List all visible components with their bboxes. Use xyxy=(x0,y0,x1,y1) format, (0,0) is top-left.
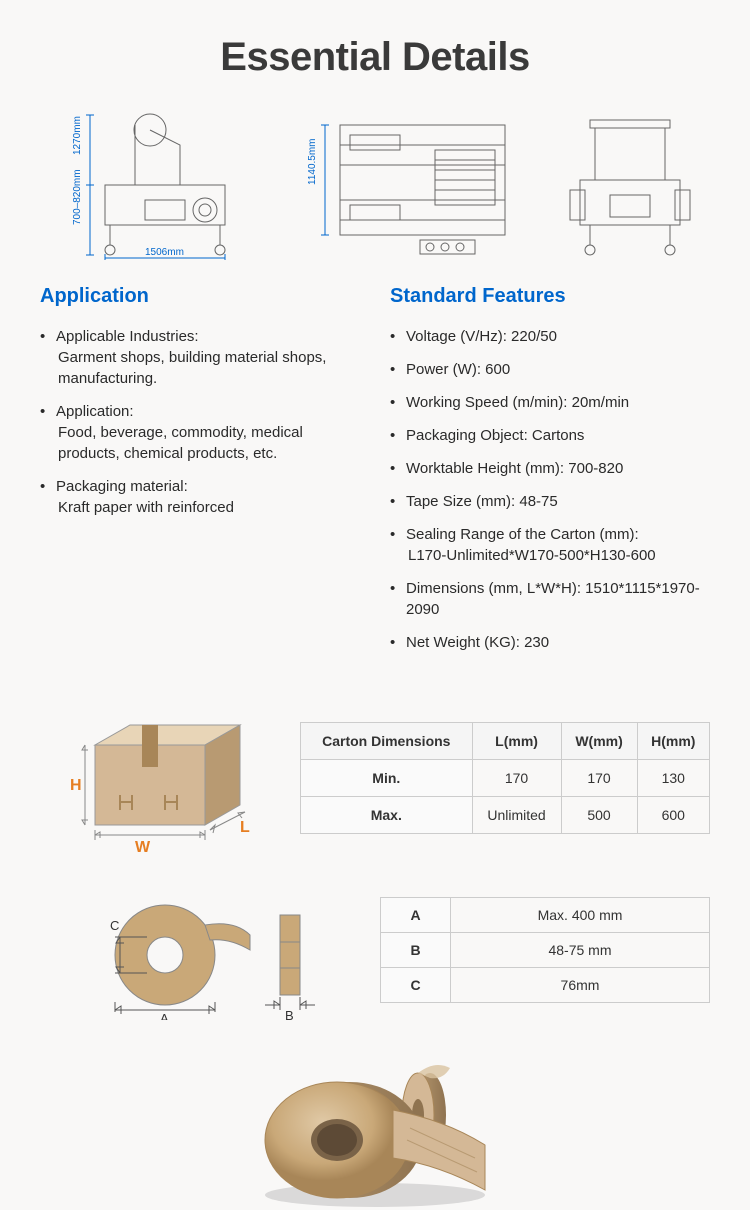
table-cell: 500 xyxy=(561,796,637,833)
item-value: Garment shops, building material shops, … xyxy=(56,347,360,389)
table-row: Carton Dimensions L(mm) W(mm) H(mm) xyxy=(301,722,710,759)
diagram-top-view: 1140.5mm xyxy=(290,110,520,260)
application-list: Applicable Industries: Garment shops, bu… xyxy=(40,326,360,518)
item-label: Applicable Industries: xyxy=(56,326,360,347)
table-cell: 600 xyxy=(637,796,709,833)
item-label: Packaging material: xyxy=(56,476,360,497)
technical-diagrams-row: 1270mm 700–820mm 1506mm xyxy=(0,100,750,285)
list-item: Application: Food, beverage, commodity, … xyxy=(40,401,360,464)
tape-a-label: A xyxy=(160,1011,169,1020)
box-l-label: L xyxy=(240,819,250,836)
table-cell: B xyxy=(381,933,451,968)
list-item: Power (W): 600 xyxy=(390,359,710,380)
dim-label: 1270mm xyxy=(72,116,83,155)
tape-c-label: C xyxy=(110,918,119,933)
list-item: Applicable Industries: Garment shops, bu… xyxy=(40,326,360,389)
tape-b-label: B xyxy=(285,1008,294,1020)
dim-label: 1506mm xyxy=(145,247,184,258)
table-row: Max.Unlimited500600 xyxy=(301,796,710,833)
item-value: Food, beverage, commodity, medical produ… xyxy=(56,422,360,464)
list-item: Dimensions (mm, L*W*H): 1510*1115*1970-2… xyxy=(390,578,710,620)
tape-section: A C B AMax. 400 mmB48-75 mmC76mm xyxy=(0,875,750,1030)
list-item: Net Weight (KG): 230 xyxy=(390,632,710,653)
table-cell: Max. 400 mm xyxy=(451,898,710,933)
table-cell: Unlimited xyxy=(472,796,561,833)
table-cell: 170 xyxy=(561,759,637,796)
kraft-tape-photo xyxy=(225,1040,525,1210)
features-list: Voltage (V/Hz): 220/50 Power (W): 600 Work… xyxy=(390,326,710,653)
item-value: Kraft paper with reinforced xyxy=(56,497,360,518)
table-header: L(mm) xyxy=(472,722,561,759)
table-cell: C xyxy=(381,968,451,1003)
table-cell: A xyxy=(381,898,451,933)
page-title: Essential Details xyxy=(0,0,750,100)
list-item: Sealing Range of the Carton (mm):L170-Un… xyxy=(390,524,710,566)
table-header: W(mm) xyxy=(561,722,637,759)
table-header: Carton Dimensions xyxy=(301,722,473,759)
table-cell: 130 xyxy=(637,759,709,796)
dim-label: 700–820mm xyxy=(72,169,83,225)
features-section: Standard Features Voltage (V/Hz): 220/50… xyxy=(390,285,710,665)
table-row: Min.170170130 xyxy=(301,759,710,796)
list-item: Worktable Height (mm): 700-820 xyxy=(390,458,710,479)
carton-section: H W L Carton Dimensions L(mm) W(mm) H(mm… xyxy=(0,665,750,875)
list-item: Packaging Object: Cartons xyxy=(390,425,710,446)
item-label: Sealing Range of the Carton (mm): xyxy=(406,524,710,545)
product-photo-section xyxy=(0,1030,750,1210)
item-label: Application: xyxy=(56,401,360,422)
diagram-side-view: 1270mm 700–820mm 1506mm xyxy=(50,110,250,260)
table-row: C76mm xyxy=(381,968,710,1003)
box-w-label: W xyxy=(135,839,151,856)
box-h-label: H xyxy=(70,777,82,794)
table-cell: 170 xyxy=(472,759,561,796)
item-value: L170-Unlimited*W170-500*H130-600 xyxy=(406,545,710,566)
table-cell: Min. xyxy=(301,759,473,796)
tape-dimensions-table: AMax. 400 mmB48-75 mmC76mm xyxy=(380,897,710,1003)
tape-roll-diagram: A C B xyxy=(40,890,350,1020)
list-item: Tape Size (mm): 48-75 xyxy=(390,491,710,512)
table-row: AMax. 400 mm xyxy=(381,898,710,933)
application-heading: Application xyxy=(40,285,360,308)
features-heading: Standard Features xyxy=(390,285,710,308)
diagram-front-view xyxy=(560,110,700,260)
carton-dimensions-table: Carton Dimensions L(mm) W(mm) H(mm) Min.… xyxy=(300,722,710,834)
table-header: H(mm) xyxy=(637,722,709,759)
list-item: Voltage (V/Hz): 220/50 xyxy=(390,326,710,347)
table-cell: Max. xyxy=(301,796,473,833)
list-item: Packaging material: Kraft paper with rei… xyxy=(40,476,360,518)
info-sections: Application Applicable Industries: Garme… xyxy=(0,285,750,665)
table-cell: 76mm xyxy=(451,968,710,1003)
application-section: Application Applicable Industries: Garme… xyxy=(40,285,360,665)
dim-label: 1140.5mm xyxy=(307,138,318,185)
table-row: B48-75 mm xyxy=(381,933,710,968)
carton-box-diagram: H W L xyxy=(40,690,280,865)
table-cell: 48-75 mm xyxy=(451,933,710,968)
list-item: Working Speed (m/min): 20m/min xyxy=(390,392,710,413)
